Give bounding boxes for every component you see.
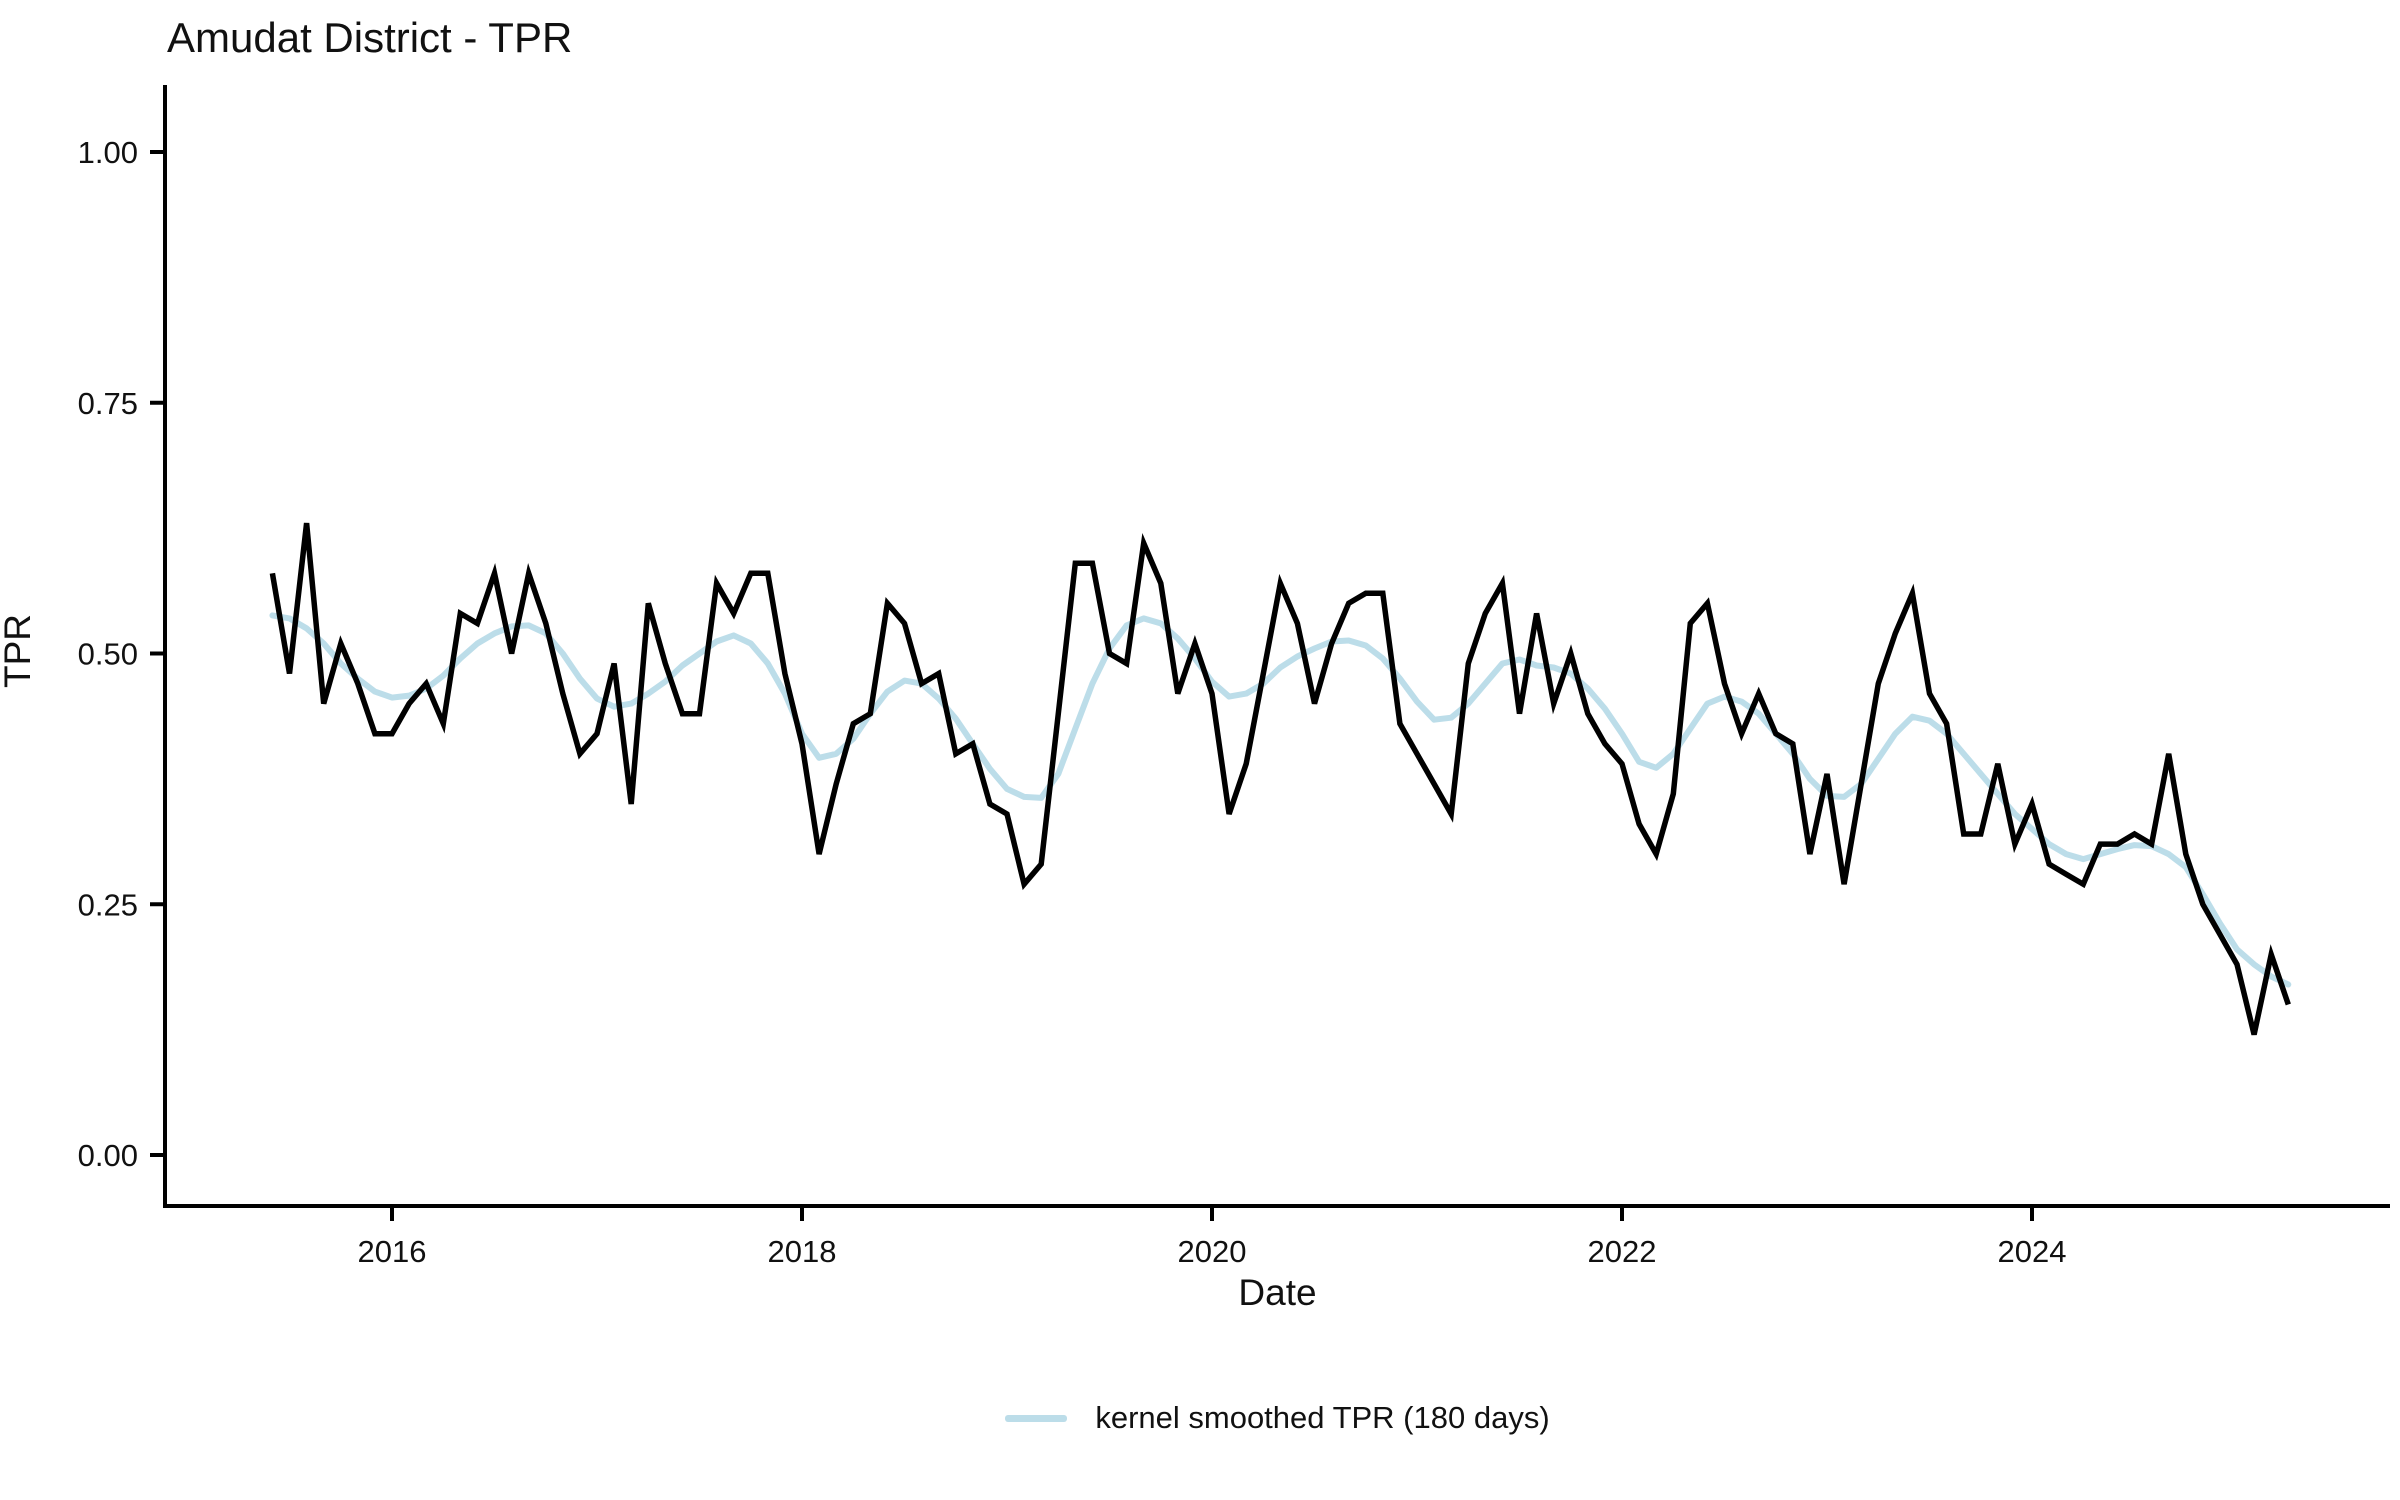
smoothed-tpr-line — [269, 612, 2292, 988]
legend-label: kernel smoothed TPR (180 days) — [1095, 1400, 1550, 1435]
axis-spines — [163, 85, 2390, 1208]
y-tick-label: 0.25 — [78, 887, 138, 922]
x-tick-label: 2022 — [1588, 1234, 1657, 1269]
y-tick-label: 0.00 — [78, 1138, 138, 1173]
x-tick-label: 2020 — [1178, 1234, 1247, 1269]
x-tick-label: 2016 — [358, 1234, 427, 1269]
y-tick-label: 0.50 — [78, 637, 138, 672]
legend: kernel smoothed TPR (180 days) — [165, 1400, 2390, 1436]
smoothed-line-legend-swatch — [1005, 1414, 1068, 1422]
y-axis-title: TPR — [0, 614, 38, 688]
x-tick-label: 2024 — [1998, 1234, 2067, 1269]
y-tick-label: 1.00 — [78, 135, 138, 170]
x-tick-label: 2018 — [768, 1234, 837, 1269]
raw-tpr-line — [269, 522, 2291, 1036]
x-axis-title: Date — [1238, 1272, 1317, 1313]
y-tick-label: 0.75 — [78, 386, 138, 421]
chart-title: Amudat District - TPR — [167, 14, 573, 61]
